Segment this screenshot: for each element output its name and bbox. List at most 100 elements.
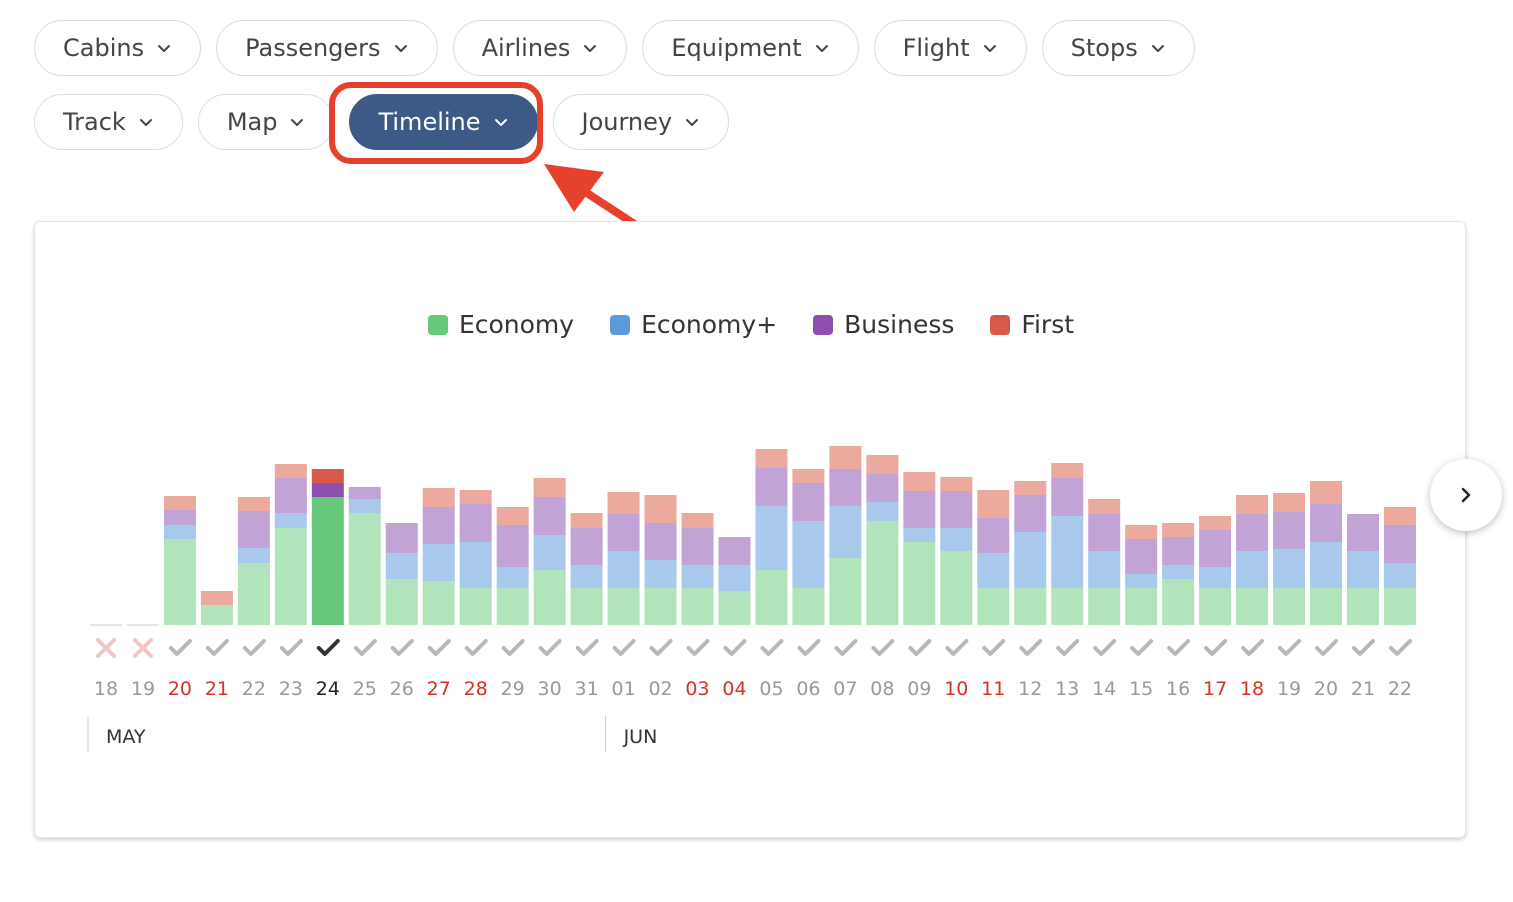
bar-segment-economy[interactable]	[570, 588, 603, 625]
bar-segment-business[interactable]	[163, 510, 196, 525]
bar-segment-business[interactable]	[1310, 504, 1343, 542]
bar-segment-economy-plus[interactable]	[829, 506, 862, 558]
bar-segment-business[interactable]	[1125, 539, 1158, 574]
bar-segment-economy[interactable]	[607, 588, 640, 625]
date-label[interactable]: 27	[427, 678, 451, 700]
date-label[interactable]: 28	[464, 678, 488, 700]
map-filter[interactable]: Map	[197, 94, 335, 150]
bar-segment-economy[interactable]	[422, 581, 455, 625]
bar-segment-economy[interactable]	[792, 588, 825, 625]
bar-segment-business[interactable]	[644, 523, 677, 560]
date-label[interactable]: 16	[1166, 678, 1190, 700]
bar-segment-economy[interactable]	[385, 579, 418, 625]
airlines-filter[interactable]: Airlines	[452, 20, 628, 76]
bar-segment-business[interactable]	[755, 468, 788, 506]
bar-segment-business[interactable]	[940, 491, 973, 528]
legend-item-economy[interactable]: Economy	[427, 310, 574, 339]
bar-segment-business[interactable]	[829, 469, 862, 506]
bar-segment-economy-plus[interactable]	[1125, 574, 1158, 588]
date-label[interactable]: 19	[1277, 678, 1301, 700]
bar-segment-economy[interactable]	[755, 570, 788, 625]
bar-segment-economy-plus[interactable]	[1088, 551, 1121, 588]
bar-segment-business[interactable]	[533, 497, 566, 535]
date-label[interactable]: 08	[870, 678, 894, 700]
track-filter[interactable]: Track	[34, 94, 183, 150]
passengers-filter[interactable]: Passengers	[216, 20, 438, 76]
bar-segment-business[interactable]	[459, 504, 492, 542]
bar-segment-business[interactable]	[570, 528, 603, 565]
date-label[interactable]: 17	[1203, 678, 1227, 700]
bar-segment-economy-plus[interactable]	[1383, 563, 1416, 588]
bar-segment-business[interactable]	[1014, 495, 1047, 532]
date-label[interactable]: 29	[501, 678, 525, 700]
date-label[interactable]: 21	[205, 678, 229, 700]
bar-segment-economy[interactable]	[1051, 588, 1084, 625]
bar-segment-economy[interactable]	[274, 528, 307, 625]
bar-segment-business[interactable]	[1273, 512, 1306, 549]
bar-segment-economy[interactable]	[311, 497, 344, 625]
bar-segment-business[interactable]	[1088, 514, 1121, 551]
date-label[interactable]: 22	[242, 678, 266, 700]
bar-segment-economy-plus[interactable]	[903, 528, 936, 542]
bar-segment-economy-plus[interactable]	[1273, 549, 1306, 588]
date-label[interactable]: 12	[1018, 678, 1042, 700]
bar-segment-economy-plus[interactable]	[274, 513, 307, 528]
bar-segment-economy-plus[interactable]	[1346, 551, 1379, 588]
next-page-button[interactable]	[1430, 459, 1502, 531]
bar-segment-economy[interactable]	[1310, 588, 1343, 625]
bar-segment-economy[interactable]	[1199, 588, 1232, 625]
bar-segment-economy[interactable]	[1236, 588, 1269, 625]
date-label[interactable]: 22	[1388, 678, 1412, 700]
bar-segment-economy-plus[interactable]	[644, 560, 677, 588]
date-label[interactable]: 18	[1240, 678, 1264, 700]
date-label[interactable]: 13	[1055, 678, 1079, 700]
equipment-filter[interactable]: Equipment	[642, 20, 859, 76]
bar-segment-economy[interactable]	[237, 563, 270, 625]
bar-segment-economy-plus[interactable]	[570, 565, 603, 588]
bar-segment-economy[interactable]	[977, 588, 1010, 625]
date-label[interactable]: 11	[981, 678, 1005, 700]
bar-segment-economy-plus[interactable]	[718, 565, 751, 591]
bar-segment-economy[interactable]	[829, 558, 862, 625]
bar-segment-economy-plus[interactable]	[755, 506, 788, 570]
bar-segment-economy-plus[interactable]	[533, 535, 566, 570]
bar-segment-business[interactable]	[1236, 514, 1269, 551]
bar-segment-economy-plus[interactable]	[459, 542, 492, 588]
bar-segment-economy[interactable]	[1088, 588, 1121, 625]
date-label[interactable]: 31	[575, 678, 599, 700]
bar-segment-economy[interactable]	[940, 551, 973, 625]
bar-segment-economy[interactable]	[459, 588, 492, 625]
bar-segment-business[interactable]	[903, 491, 936, 528]
bar-segment-economy-plus[interactable]	[348, 499, 381, 513]
bar-segment-economy[interactable]	[348, 513, 381, 625]
bar-segment-business[interactable]	[1346, 514, 1379, 551]
bar-segment-business[interactable]	[496, 525, 529, 567]
bar-segment-economy-plus[interactable]	[1236, 551, 1269, 588]
bar-segment-economy[interactable]	[681, 588, 714, 625]
date-label[interactable]: 15	[1129, 678, 1153, 700]
date-label[interactable]: 19	[131, 678, 155, 700]
bar-segment-economy[interactable]	[1162, 579, 1195, 625]
bar-segment-business[interactable]	[1162, 537, 1195, 565]
bar-segment-economy[interactable]	[1346, 588, 1379, 625]
bar-segment-economy-plus[interactable]	[977, 553, 1010, 588]
bar-segment-business[interactable]	[422, 507, 455, 544]
bar-segment-economy-plus[interactable]	[1199, 567, 1232, 588]
bar-segment-economy-plus[interactable]	[607, 551, 640, 588]
bar-segment-economy[interactable]	[644, 588, 677, 625]
bar-segment-economy[interactable]	[718, 591, 751, 625]
bar-segment-economy[interactable]	[866, 521, 899, 625]
date-label[interactable]: 30	[538, 678, 562, 700]
bar-segment-business[interactable]	[681, 528, 714, 565]
date-label[interactable]: 07	[833, 678, 857, 700]
timeline-filter[interactable]: Timeline	[349, 94, 538, 150]
bar-segment-business[interactable]	[1199, 530, 1232, 567]
date-label[interactable]: 25	[353, 678, 377, 700]
date-label[interactable]: 05	[759, 678, 783, 700]
stops-filter[interactable]: Stops	[1041, 20, 1195, 76]
date-label[interactable]: 21	[1351, 678, 1375, 700]
bar-segment-economy-plus[interactable]	[1162, 565, 1195, 579]
bar-segment-economy[interactable]	[1014, 588, 1047, 625]
bar-segment-economy[interactable]	[1125, 588, 1158, 625]
date-label[interactable]: 20	[168, 678, 192, 700]
